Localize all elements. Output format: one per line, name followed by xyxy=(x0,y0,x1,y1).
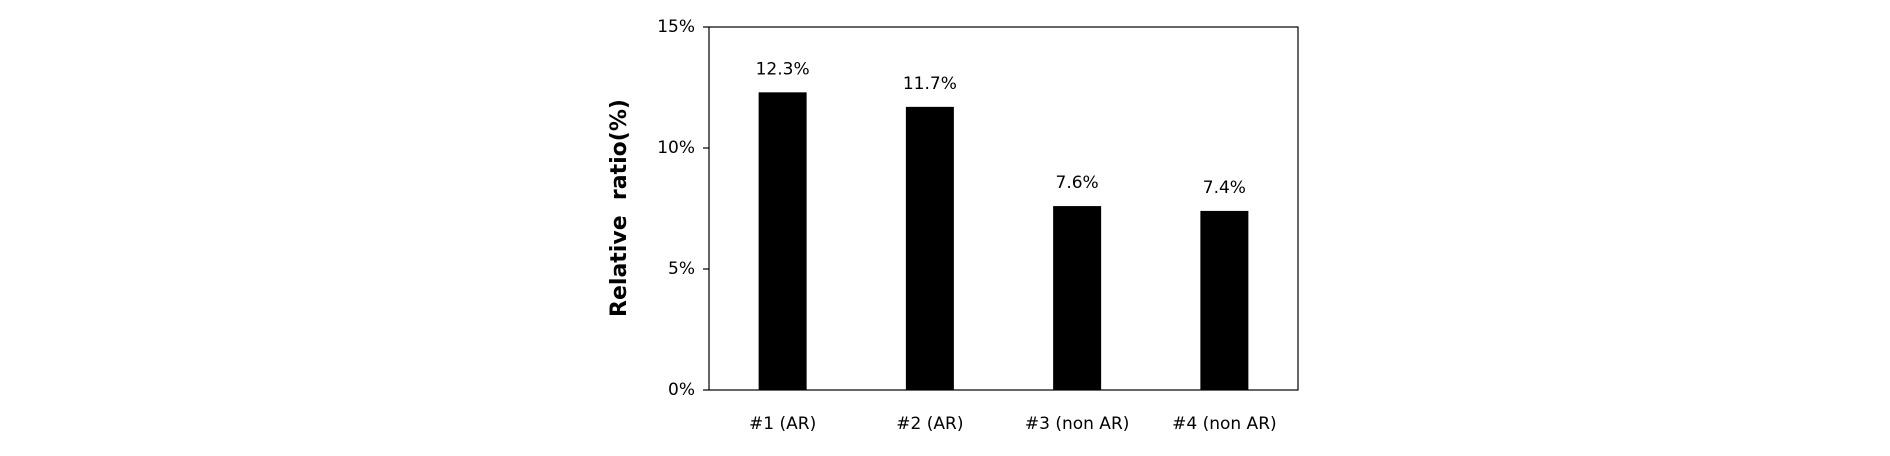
value-label: 11.7% xyxy=(903,74,957,94)
value-label: 7.4% xyxy=(1203,178,1246,198)
value-label: 7.6% xyxy=(1056,173,1099,193)
x-tick-label: #4 (non AR) xyxy=(1172,414,1277,434)
y-tick-label: 10% xyxy=(657,138,695,158)
y-axis-title: Relative ratio(%) xyxy=(607,99,632,317)
y-tick-label: 15% xyxy=(657,17,695,37)
y-tick-label: 5% xyxy=(668,259,695,279)
bar xyxy=(1053,206,1102,390)
bar xyxy=(1200,210,1249,390)
value-label: 12.3% xyxy=(756,59,810,79)
plot-frame xyxy=(708,26,1299,391)
bar xyxy=(905,106,954,391)
x-tick-label: #2 (AR) xyxy=(896,414,963,434)
bar xyxy=(758,92,807,390)
y-tick-label: 0% xyxy=(668,380,695,400)
x-tick-label: #1 (AR) xyxy=(749,414,816,434)
x-tick-label: #3 (non AR) xyxy=(1025,414,1130,434)
